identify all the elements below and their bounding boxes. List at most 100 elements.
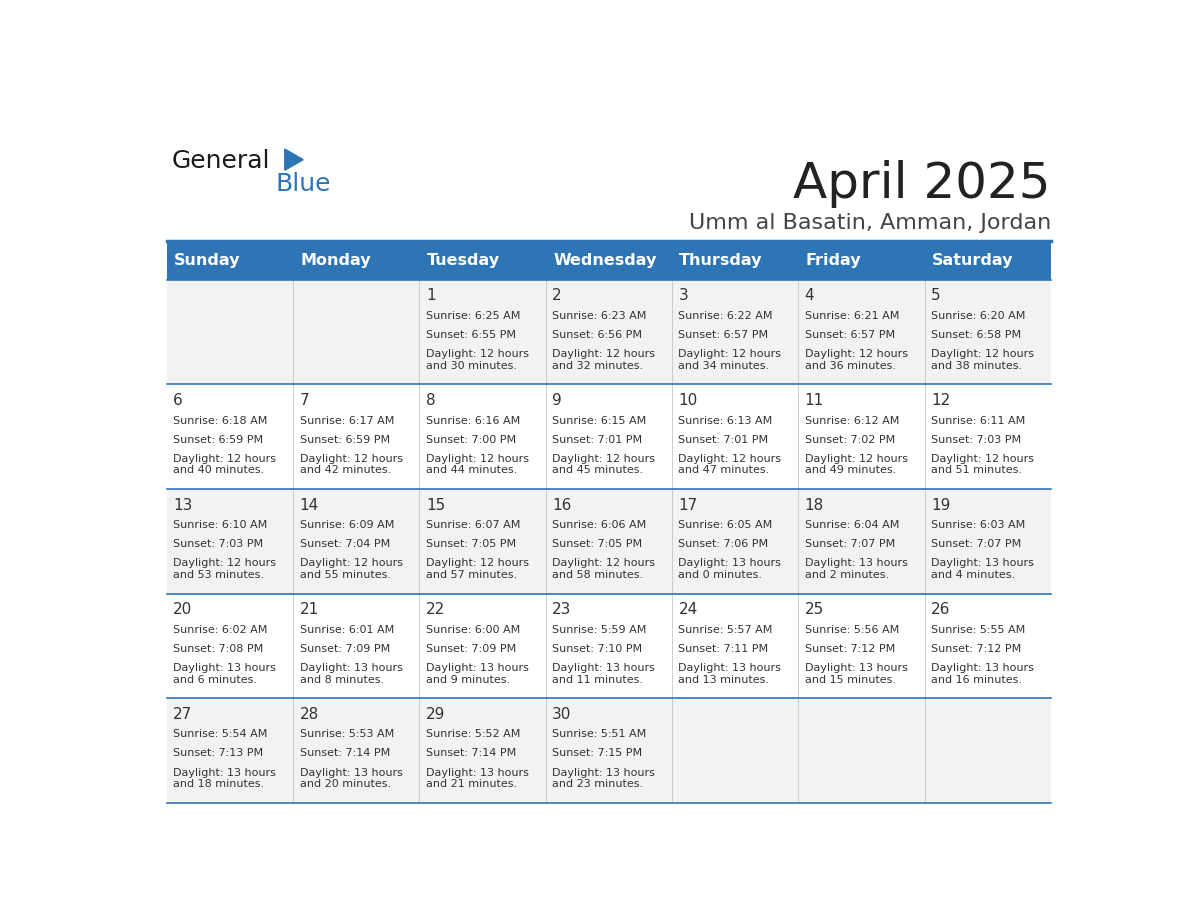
Bar	[166, 280, 1051, 385]
Text: Daylight: 13 hours
and 15 minutes.: Daylight: 13 hours and 15 minutes.	[804, 663, 908, 685]
Text: Sunrise: 5:51 AM: Sunrise: 5:51 AM	[552, 730, 646, 739]
Text: Sunset: 7:05 PM: Sunset: 7:05 PM	[552, 539, 643, 549]
Bar	[166, 241, 1051, 280]
Text: Sunset: 7:07 PM: Sunset: 7:07 PM	[804, 539, 895, 549]
Text: 20: 20	[173, 602, 192, 617]
Text: Sunrise: 6:05 AM: Sunrise: 6:05 AM	[678, 521, 772, 530]
Text: 12: 12	[931, 393, 950, 408]
Text: 16: 16	[552, 498, 571, 512]
Text: Daylight: 13 hours
and 2 minutes.: Daylight: 13 hours and 2 minutes.	[804, 558, 908, 580]
Text: Sunrise: 6:18 AM: Sunrise: 6:18 AM	[173, 416, 267, 426]
Text: 22: 22	[425, 602, 446, 617]
Text: Sunrise: 5:55 AM: Sunrise: 5:55 AM	[931, 625, 1025, 634]
Text: 25: 25	[804, 602, 824, 617]
Text: 1: 1	[425, 288, 436, 303]
Text: Sunset: 7:05 PM: Sunset: 7:05 PM	[425, 539, 516, 549]
Text: Daylight: 12 hours
and 34 minutes.: Daylight: 12 hours and 34 minutes.	[678, 349, 782, 371]
Text: Sunrise: 5:54 AM: Sunrise: 5:54 AM	[173, 730, 267, 739]
Text: Daylight: 13 hours
and 9 minutes.: Daylight: 13 hours and 9 minutes.	[425, 663, 529, 685]
Text: Sunrise: 6:03 AM: Sunrise: 6:03 AM	[931, 521, 1025, 530]
Text: Sunrise: 6:23 AM: Sunrise: 6:23 AM	[552, 311, 646, 321]
Text: Sunrise: 6:12 AM: Sunrise: 6:12 AM	[804, 416, 899, 426]
Text: 8: 8	[425, 393, 436, 408]
Text: 24: 24	[678, 602, 697, 617]
Text: Sunrise: 6:15 AM: Sunrise: 6:15 AM	[552, 416, 646, 426]
Text: 13: 13	[173, 498, 192, 512]
Text: Daylight: 12 hours
and 32 minutes.: Daylight: 12 hours and 32 minutes.	[552, 349, 655, 371]
Text: Sunset: 7:15 PM: Sunset: 7:15 PM	[552, 748, 643, 758]
Text: Daylight: 13 hours
and 8 minutes.: Daylight: 13 hours and 8 minutes.	[299, 663, 403, 685]
Text: Tuesday: Tuesday	[426, 252, 500, 268]
Text: Sunset: 6:58 PM: Sunset: 6:58 PM	[931, 330, 1022, 340]
Text: 15: 15	[425, 498, 446, 512]
Text: Daylight: 13 hours
and 23 minutes.: Daylight: 13 hours and 23 minutes.	[552, 767, 655, 789]
Text: 17: 17	[678, 498, 697, 512]
Text: Sunrise: 6:17 AM: Sunrise: 6:17 AM	[299, 416, 394, 426]
Text: General: General	[171, 149, 270, 173]
Text: 10: 10	[678, 393, 697, 408]
Text: Sunset: 7:01 PM: Sunset: 7:01 PM	[678, 434, 769, 444]
Text: Sunrise: 5:57 AM: Sunrise: 5:57 AM	[678, 625, 773, 634]
Text: Sunset: 7:11 PM: Sunset: 7:11 PM	[678, 644, 769, 654]
Text: Sunrise: 6:13 AM: Sunrise: 6:13 AM	[678, 416, 772, 426]
Text: April 2025: April 2025	[794, 160, 1051, 207]
Text: Daylight: 12 hours
and 44 minutes.: Daylight: 12 hours and 44 minutes.	[425, 453, 529, 476]
Text: Sunset: 7:14 PM: Sunset: 7:14 PM	[425, 748, 516, 758]
Text: Sunrise: 6:11 AM: Sunrise: 6:11 AM	[931, 416, 1025, 426]
Text: 2: 2	[552, 288, 562, 303]
Text: Sunset: 7:12 PM: Sunset: 7:12 PM	[931, 644, 1022, 654]
Text: Sunset: 7:03 PM: Sunset: 7:03 PM	[173, 539, 264, 549]
Text: Daylight: 13 hours
and 18 minutes.: Daylight: 13 hours and 18 minutes.	[173, 767, 277, 789]
Text: Sunset: 6:55 PM: Sunset: 6:55 PM	[425, 330, 516, 340]
Text: 11: 11	[804, 393, 824, 408]
Text: Sunset: 7:07 PM: Sunset: 7:07 PM	[931, 539, 1022, 549]
Text: Sunset: 6:59 PM: Sunset: 6:59 PM	[299, 434, 390, 444]
Text: Sunset: 7:06 PM: Sunset: 7:06 PM	[678, 539, 769, 549]
Bar	[166, 385, 1051, 489]
Bar	[166, 594, 1051, 699]
Text: 21: 21	[299, 602, 318, 617]
Text: Daylight: 12 hours
and 45 minutes.: Daylight: 12 hours and 45 minutes.	[552, 453, 655, 476]
Text: Daylight: 12 hours
and 53 minutes.: Daylight: 12 hours and 53 minutes.	[173, 558, 277, 580]
Text: 23: 23	[552, 602, 571, 617]
Text: Sunset: 6:56 PM: Sunset: 6:56 PM	[552, 330, 643, 340]
Text: Sunday: Sunday	[175, 252, 241, 268]
Text: 30: 30	[552, 707, 571, 722]
Text: Sunrise: 6:25 AM: Sunrise: 6:25 AM	[425, 311, 520, 321]
Text: 18: 18	[804, 498, 824, 512]
Text: Sunset: 6:57 PM: Sunset: 6:57 PM	[804, 330, 895, 340]
Text: Daylight: 13 hours
and 21 minutes.: Daylight: 13 hours and 21 minutes.	[425, 767, 529, 789]
Text: Sunrise: 6:00 AM: Sunrise: 6:00 AM	[425, 625, 520, 634]
Text: Sunrise: 6:09 AM: Sunrise: 6:09 AM	[299, 521, 394, 530]
Text: Daylight: 12 hours
and 57 minutes.: Daylight: 12 hours and 57 minutes.	[425, 558, 529, 580]
Text: Daylight: 12 hours
and 42 minutes.: Daylight: 12 hours and 42 minutes.	[299, 453, 403, 476]
Text: Sunset: 6:57 PM: Sunset: 6:57 PM	[678, 330, 769, 340]
Text: Daylight: 13 hours
and 6 minutes.: Daylight: 13 hours and 6 minutes.	[173, 663, 277, 685]
Text: 26: 26	[931, 602, 950, 617]
Text: Sunset: 7:08 PM: Sunset: 7:08 PM	[173, 644, 264, 654]
Text: Daylight: 12 hours
and 40 minutes.: Daylight: 12 hours and 40 minutes.	[173, 453, 277, 476]
Text: Sunrise: 6:06 AM: Sunrise: 6:06 AM	[552, 521, 646, 530]
Text: 5: 5	[931, 288, 941, 303]
Text: 7: 7	[299, 393, 309, 408]
Text: Sunrise: 6:10 AM: Sunrise: 6:10 AM	[173, 521, 267, 530]
Text: Saturday: Saturday	[931, 252, 1013, 268]
Text: Sunset: 7:01 PM: Sunset: 7:01 PM	[552, 434, 643, 444]
Bar	[166, 489, 1051, 594]
Bar	[166, 699, 1051, 803]
Text: 29: 29	[425, 707, 446, 722]
Text: 27: 27	[173, 707, 192, 722]
Text: Daylight: 13 hours
and 4 minutes.: Daylight: 13 hours and 4 minutes.	[931, 558, 1034, 580]
Text: 28: 28	[299, 707, 318, 722]
Text: 4: 4	[804, 288, 814, 303]
Text: Sunset: 6:59 PM: Sunset: 6:59 PM	[173, 434, 264, 444]
Text: Sunrise: 6:20 AM: Sunrise: 6:20 AM	[931, 311, 1025, 321]
Text: Daylight: 12 hours
and 38 minutes.: Daylight: 12 hours and 38 minutes.	[931, 349, 1034, 371]
Text: Sunset: 7:02 PM: Sunset: 7:02 PM	[804, 434, 895, 444]
Text: Daylight: 12 hours
and 36 minutes.: Daylight: 12 hours and 36 minutes.	[804, 349, 908, 371]
Polygon shape	[285, 149, 303, 170]
Text: Daylight: 13 hours
and 11 minutes.: Daylight: 13 hours and 11 minutes.	[552, 663, 655, 685]
Text: Sunrise: 5:53 AM: Sunrise: 5:53 AM	[299, 730, 394, 739]
Text: Daylight: 12 hours
and 49 minutes.: Daylight: 12 hours and 49 minutes.	[804, 453, 908, 476]
Text: Sunrise: 6:21 AM: Sunrise: 6:21 AM	[804, 311, 899, 321]
